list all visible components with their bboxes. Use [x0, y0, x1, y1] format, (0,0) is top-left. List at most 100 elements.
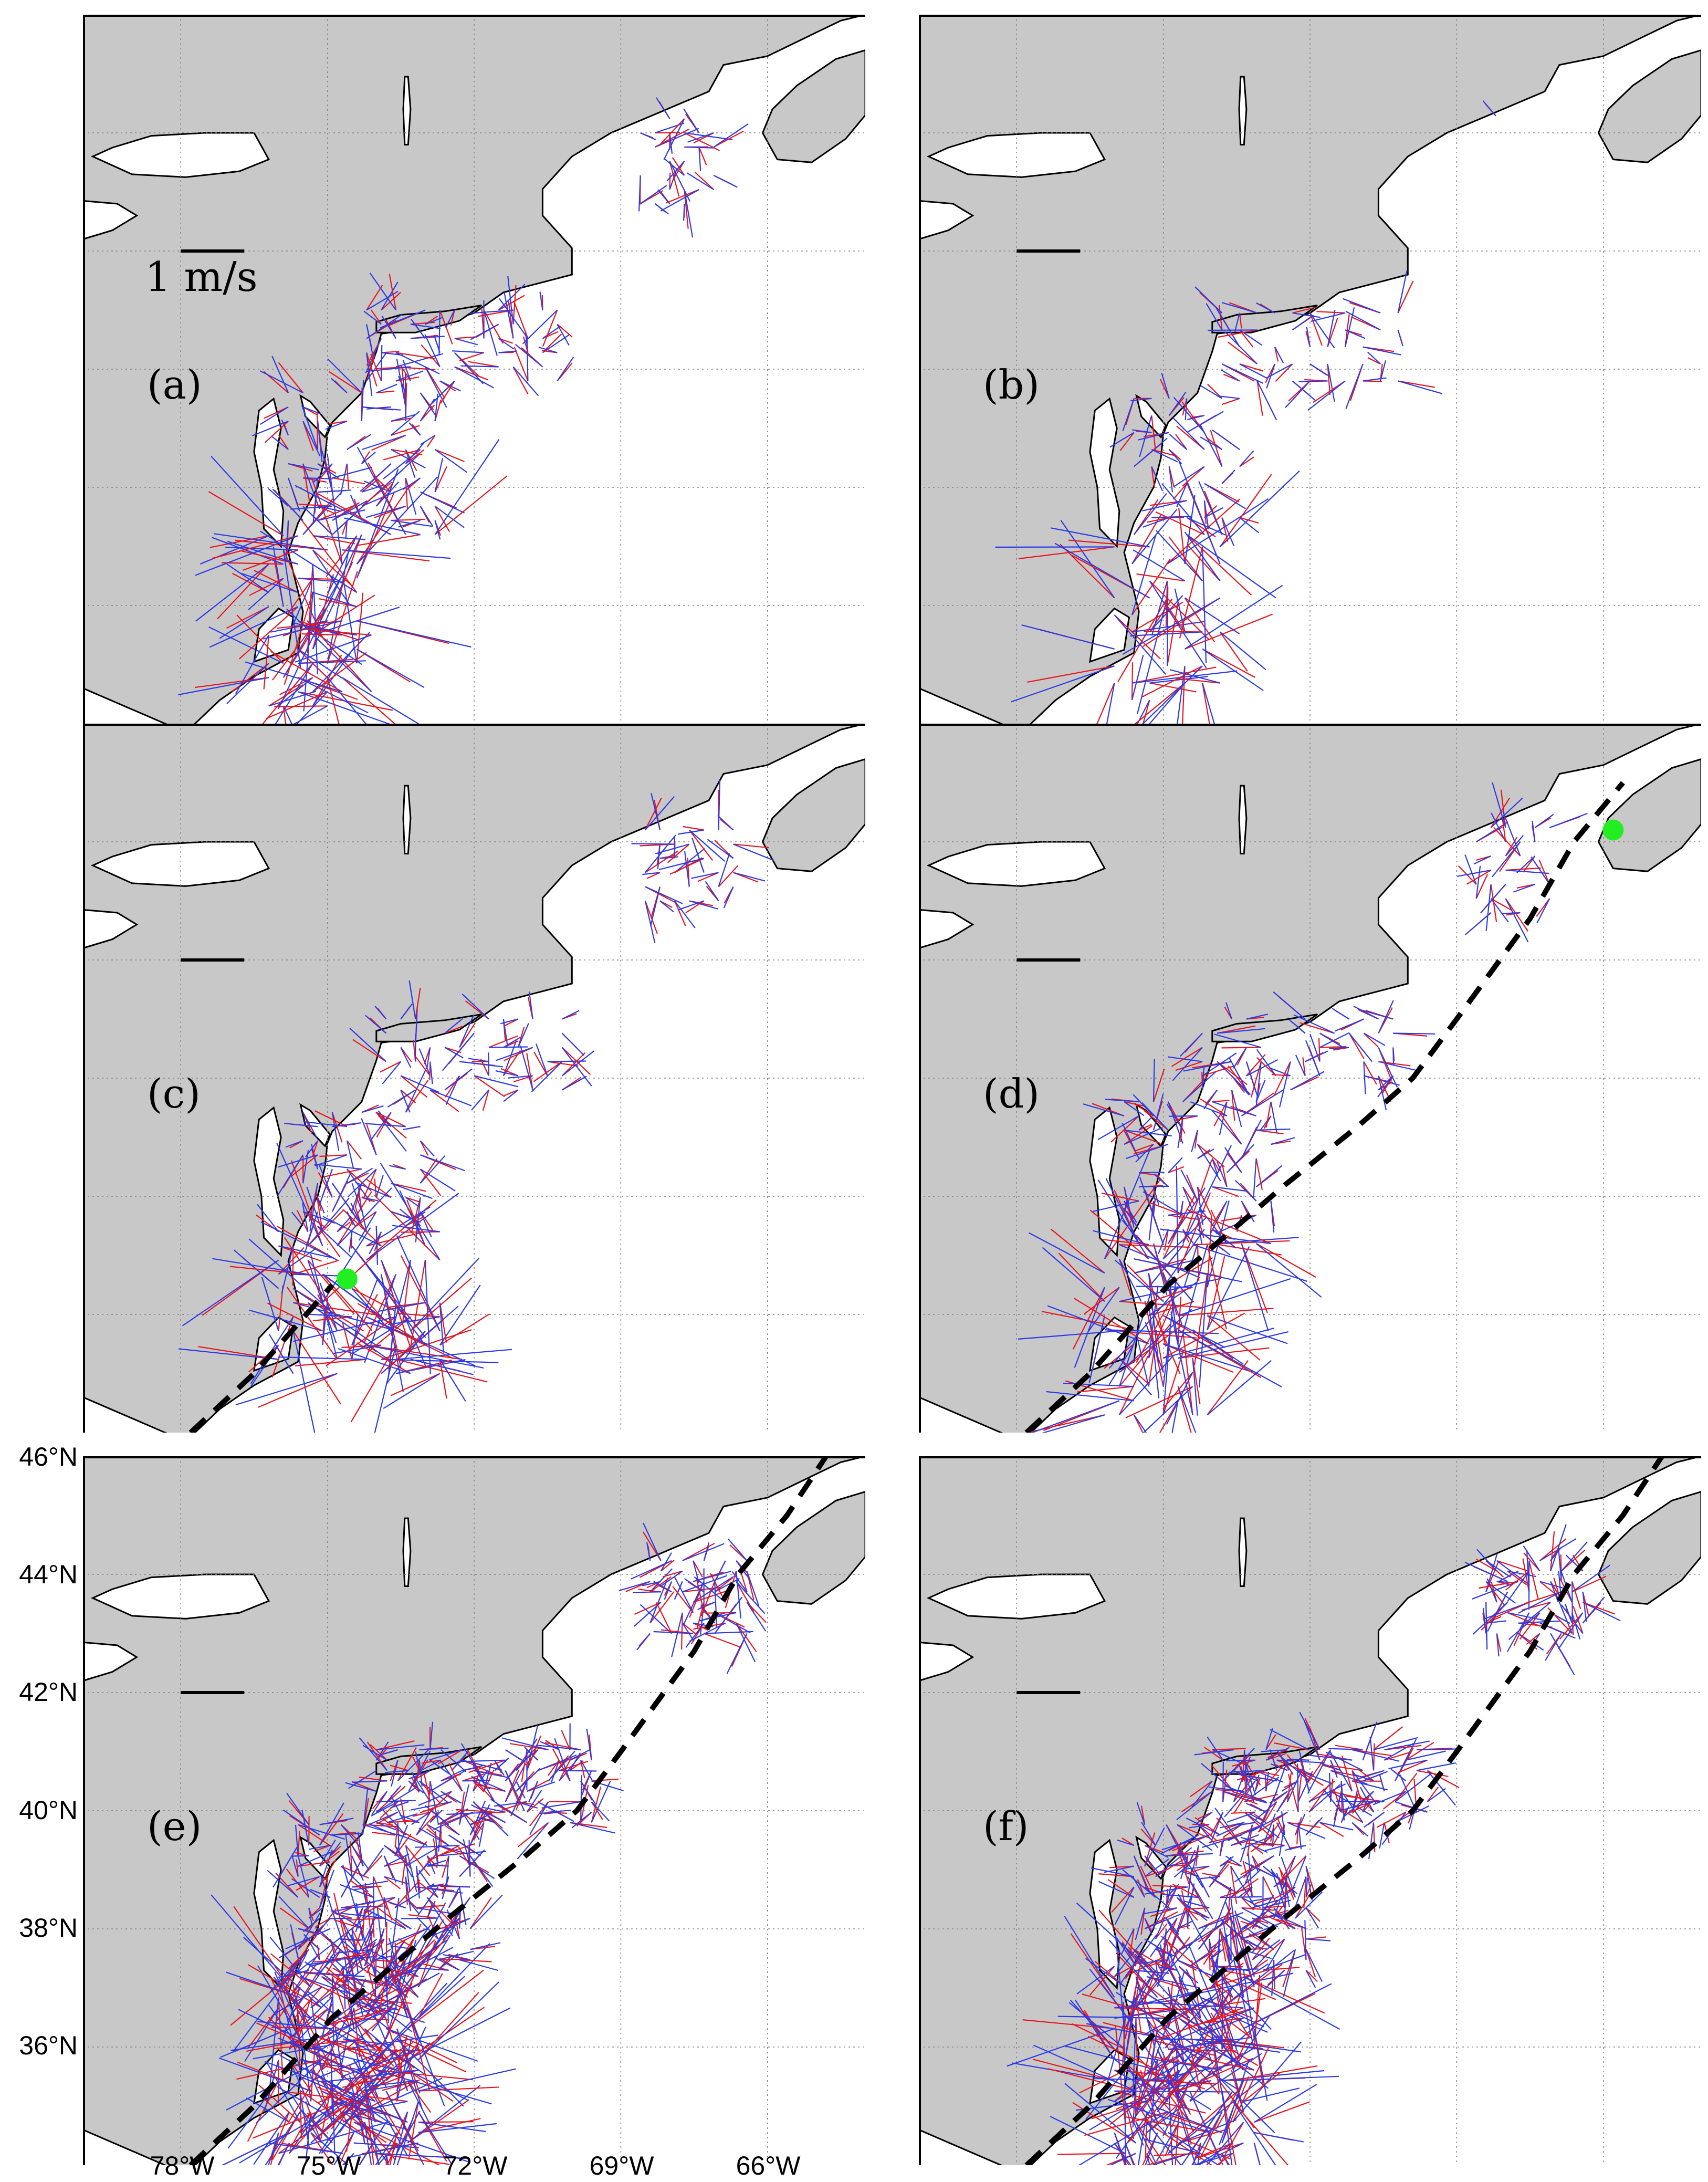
model-current-vector — [347, 434, 371, 450]
model-current-vector — [391, 413, 417, 422]
model-current-vector — [285, 1928, 331, 1950]
model-current-vector — [278, 1245, 334, 1259]
observed-current-vector — [458, 1846, 471, 1867]
observed-current-vector — [317, 1225, 341, 1257]
observed-current-vector — [704, 1633, 742, 1648]
model-current-vector — [1177, 666, 1186, 724]
observed-current-vector — [662, 1570, 683, 1578]
model-current-vector — [418, 1981, 499, 2061]
model-current-vector — [712, 1560, 726, 1585]
observed-current-vector — [317, 505, 355, 521]
observed-current-vector — [1285, 1855, 1307, 1878]
model-current-vector — [211, 456, 284, 536]
model-current-vector — [645, 886, 683, 904]
observed-current-vector — [1212, 1243, 1282, 1256]
model-current-vector — [342, 1966, 346, 2009]
model-current-vector — [1558, 1612, 1584, 1649]
lon-tick-75w: 75°W — [296, 2151, 361, 2180]
model-current-vector — [1186, 1969, 1223, 2040]
observed-current-vector — [316, 1194, 323, 1232]
model-current-vector — [1253, 2143, 1261, 2165]
model-current-vector — [1225, 1785, 1266, 1802]
observed-current-vector — [389, 2111, 408, 2154]
observed-current-vector — [381, 291, 401, 311]
model-current-vector — [1170, 1311, 1193, 1415]
observed-current-vector — [1296, 1822, 1299, 1844]
model-current-vector — [557, 357, 574, 382]
storm-track — [188, 1283, 334, 1433]
observed-current-vector — [418, 2086, 499, 2092]
model-current-vector — [331, 1173, 351, 1212]
observed-current-vector — [672, 156, 685, 176]
observed-current-vector — [1187, 2007, 1255, 2029]
model-current-vector — [460, 1743, 485, 1781]
observed-current-vector — [1221, 2076, 1250, 2144]
observed-current-vector — [1190, 1865, 1210, 1873]
observed-current-vector — [307, 1209, 344, 1247]
model-current-vector — [1225, 1002, 1233, 1019]
observed-current-vector — [1243, 2072, 1281, 2102]
observed-current-vector — [1202, 1873, 1220, 1877]
model-current-vector — [312, 549, 351, 606]
observed-current-vector — [258, 1373, 338, 1408]
model-current-vector — [353, 2018, 387, 2089]
model-current-vector — [1183, 1061, 1232, 1072]
observed-current-vector — [1227, 1861, 1242, 1867]
model-current-vector — [1363, 1811, 1385, 1828]
model-current-vector — [1154, 1173, 1169, 1187]
model-current-vector — [1363, 346, 1401, 356]
model-current-vector — [1139, 1172, 1165, 1174]
observed-current-vector — [434, 506, 450, 533]
model-current-vector — [1047, 1305, 1149, 1345]
model-current-vector — [330, 1833, 363, 1836]
model-current-vector — [691, 872, 719, 879]
model-current-vector — [674, 1581, 683, 1600]
model-current-vector — [1486, 1620, 1506, 1624]
model-current-vector — [1295, 1891, 1323, 1919]
observed-current-vector — [681, 1612, 683, 1650]
observed-current-vector — [1179, 547, 1203, 639]
model-current-vector — [1506, 1612, 1530, 1652]
observed-current-vector — [287, 578, 313, 615]
observed-current-vector — [434, 475, 508, 535]
observed-current-vector — [1144, 1110, 1169, 1131]
observed-current-vector — [1262, 1876, 1278, 1905]
model-current-vector — [1161, 373, 1170, 399]
observed-current-vector — [1256, 1057, 1276, 1077]
lake-champlain — [1238, 785, 1248, 854]
model-current-vector — [340, 1860, 362, 1898]
observed-current-vector — [1232, 1938, 1242, 1971]
observed-current-vector — [1132, 2059, 1158, 2123]
observed-current-vector — [1274, 1886, 1296, 1899]
model-current-vector — [195, 563, 269, 622]
observed-current-vector — [420, 1140, 429, 1156]
observed-current-vector — [1178, 1976, 1195, 2051]
model-current-vector — [355, 1182, 392, 1198]
model-current-vector — [591, 1801, 610, 1822]
observed-current-vector — [1149, 682, 1197, 693]
model-current-vector — [1487, 1591, 1508, 1632]
model-current-vector — [1219, 1856, 1234, 1867]
observed-current-vector — [395, 1959, 417, 1979]
land-mass — [83, 15, 865, 724]
observed-current-vector — [1500, 789, 1506, 828]
model-current-vector — [1170, 2041, 1201, 2092]
observed-current-vector — [383, 1951, 398, 1971]
model-current-vector — [1319, 1032, 1350, 1048]
model-current-vector — [366, 352, 373, 396]
observed-current-vector — [391, 1959, 406, 1982]
model-current-vector — [1285, 1845, 1306, 1851]
observed-current-vector — [1070, 1933, 1115, 1998]
observed-current-vector — [352, 1039, 387, 1062]
model-current-vector — [1171, 1401, 1179, 1433]
model-current-vector — [296, 691, 328, 724]
model-current-vector — [1276, 1749, 1294, 1775]
observed-current-vector — [1222, 1769, 1228, 1802]
model-current-vector — [302, 1917, 320, 1933]
model-current-vector — [1144, 1855, 1161, 1875]
observed-current-vector — [1240, 1920, 1263, 1929]
observed-current-vector — [1160, 1935, 1233, 1998]
model-current-vector — [1456, 869, 1491, 877]
model-current-vector — [374, 1006, 387, 1020]
model-current-vector — [1158, 1966, 1177, 1971]
